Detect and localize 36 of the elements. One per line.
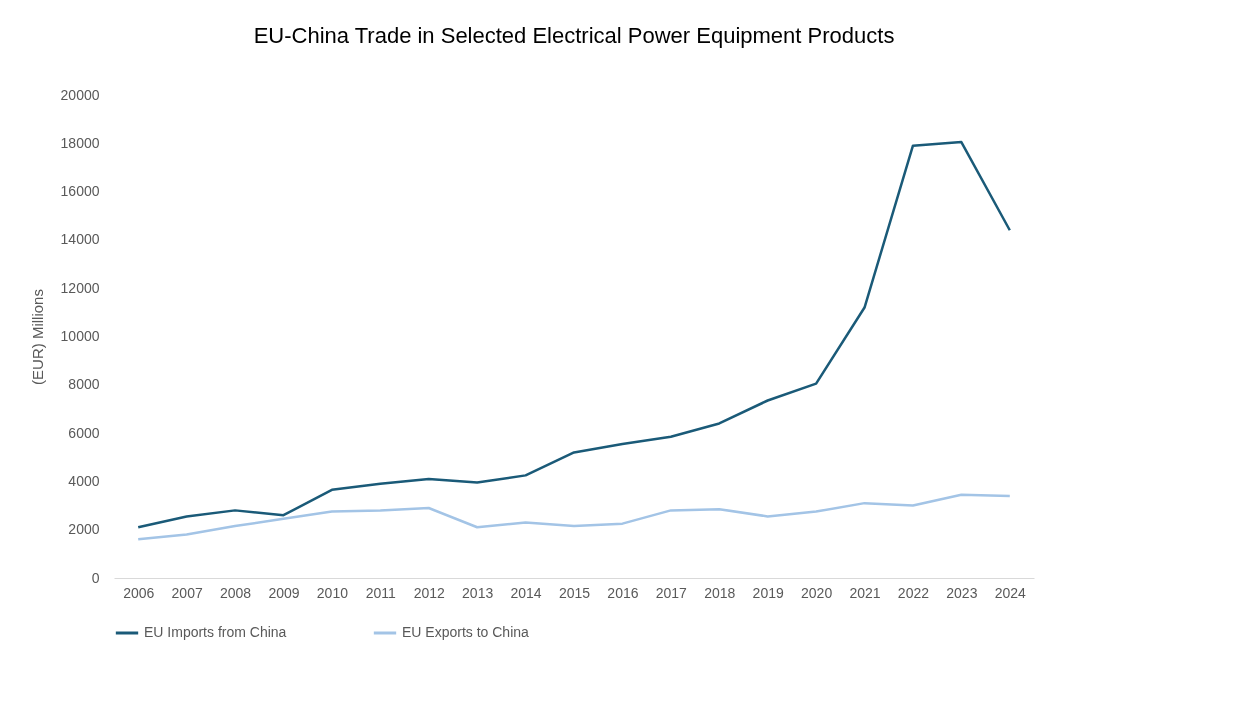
- x-tick-label: 2012: [413, 584, 446, 601]
- y-tick-label: 4000: [68, 472, 100, 489]
- x-tick-label: 2014: [510, 584, 542, 601]
- legend-label: EU Exports to China: [402, 624, 530, 640]
- x-tick-label: 2010: [316, 584, 349, 601]
- x-tick-label: 2007: [171, 584, 203, 601]
- y-tick-label: 6000: [68, 424, 100, 441]
- x-tick-label: 2017: [655, 584, 688, 601]
- x-tick-label: 2024: [994, 584, 1027, 601]
- line-series: [136, 493, 1012, 541]
- x-tick-label: 2008: [219, 584, 252, 601]
- x-tick-label: 2022: [897, 584, 930, 601]
- chart-title: EU-China Trade in Selected Electrical Power Equipment Products: [253, 23, 895, 48]
- line-series: [136, 140, 1012, 529]
- y-tick-label: 10000: [60, 328, 100, 344]
- x-tick-label: 2016: [607, 584, 639, 601]
- x-tick-label: 2006: [123, 584, 155, 601]
- y-tick-label: 18000: [60, 134, 100, 151]
- y-tick-label: 2000: [68, 521, 100, 538]
- y-tick-label: 12000: [60, 279, 100, 296]
- x-tick-label: 2013: [462, 584, 494, 601]
- legend-label: EU Imports from China: [144, 624, 287, 640]
- y-tick-label: 0: [91, 569, 100, 586]
- x-tick-label: 2021: [849, 584, 881, 601]
- y-tick-label: 14000: [60, 231, 100, 248]
- x-tick-label: 2023: [946, 584, 978, 601]
- x-tick-label: 2020: [801, 584, 833, 601]
- x-tick-label: 2011: [365, 584, 397, 601]
- y-tick-label: 20000: [60, 86, 100, 103]
- y-axis-title: (EUR) Millions: [28, 289, 46, 385]
- y-tick-label: 16000: [60, 183, 100, 200]
- x-tick-label: 2019: [752, 584, 784, 601]
- x-tick-label: 2009: [268, 584, 300, 601]
- x-tick-label: 2018: [704, 584, 736, 601]
- x-tick-label: 2015: [558, 584, 591, 601]
- y-tick-label: 8000: [68, 376, 100, 393]
